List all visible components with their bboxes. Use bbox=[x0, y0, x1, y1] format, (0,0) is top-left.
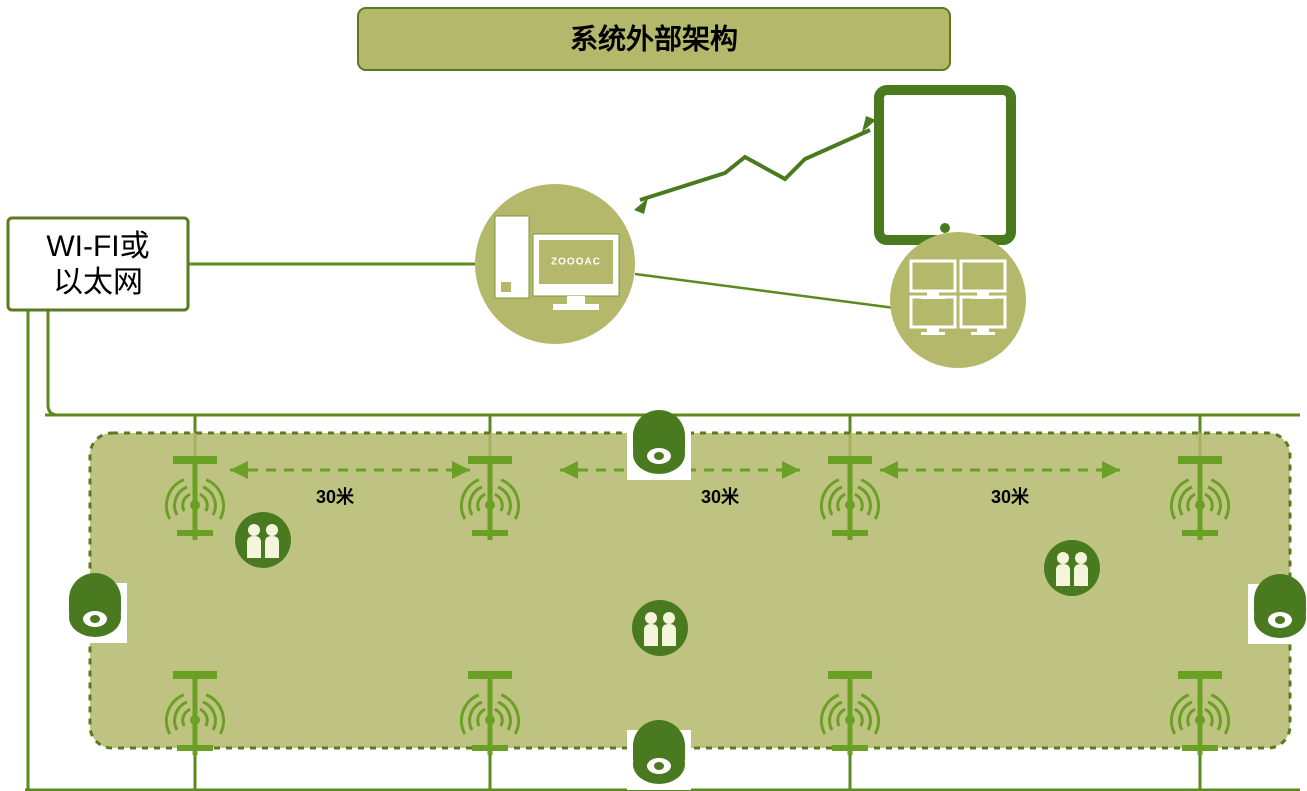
title-text: 系统外部架构 bbox=[570, 22, 738, 54]
server-logo: ZOOOAC bbox=[551, 257, 601, 268]
people-icon bbox=[632, 600, 688, 656]
server-tower-icon bbox=[495, 216, 529, 298]
wifi-line2: 以太网 bbox=[53, 266, 143, 299]
camera-icon bbox=[63, 573, 127, 643]
distance-label: 30米 bbox=[316, 486, 355, 507]
distance-label: 30米 bbox=[991, 486, 1030, 507]
distance-label: 30米 bbox=[701, 486, 740, 507]
camera-icon bbox=[1248, 574, 1307, 644]
camera-icon bbox=[627, 720, 691, 790]
wifi-line1: WI-FI或 bbox=[46, 230, 149, 263]
tablet-icon bbox=[879, 90, 1011, 240]
coverage-area bbox=[90, 433, 1290, 748]
camera-icon bbox=[627, 410, 691, 480]
people-icon bbox=[1044, 540, 1100, 596]
people-icon bbox=[235, 512, 291, 568]
